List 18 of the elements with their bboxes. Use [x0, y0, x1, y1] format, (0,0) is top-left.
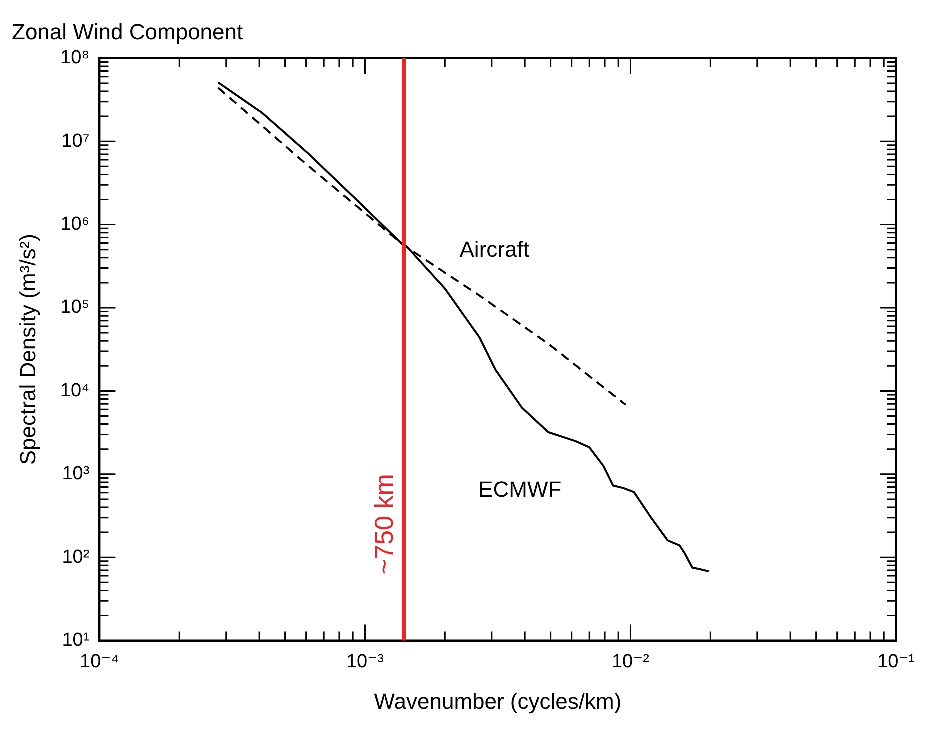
y-tick-label: 10⁵	[60, 297, 90, 318]
y-tick-label: 10³	[62, 464, 90, 485]
x-tick-label: 10⁻³	[346, 651, 384, 672]
x-tick-label: 10⁻²	[612, 651, 650, 672]
y-tick-label: 10⁸	[60, 48, 90, 69]
y-tick-label: 10⁷	[62, 130, 90, 152]
x-axis-title: Wavenumber (cycles/km)	[374, 688, 622, 714]
series-label: Aircraft	[460, 236, 530, 262]
series-label: ECMWF	[478, 477, 562, 502]
x-tick-label: 10⁻⁴	[80, 651, 120, 672]
ref-line-label: ~750 km	[369, 474, 400, 575]
y-tick-label: 10²	[62, 546, 90, 568]
y-tick-label: 10⁴	[60, 380, 90, 402]
chart-title: Zonal Wind Component	[12, 19, 244, 44]
x-tick-label: 10⁻¹	[878, 651, 916, 672]
y-axis-title: Spectral Density (m³/s²)	[15, 234, 40, 466]
y-tick-label: 10⁶	[60, 214, 90, 236]
y-tick-label: 10¹	[62, 630, 90, 652]
